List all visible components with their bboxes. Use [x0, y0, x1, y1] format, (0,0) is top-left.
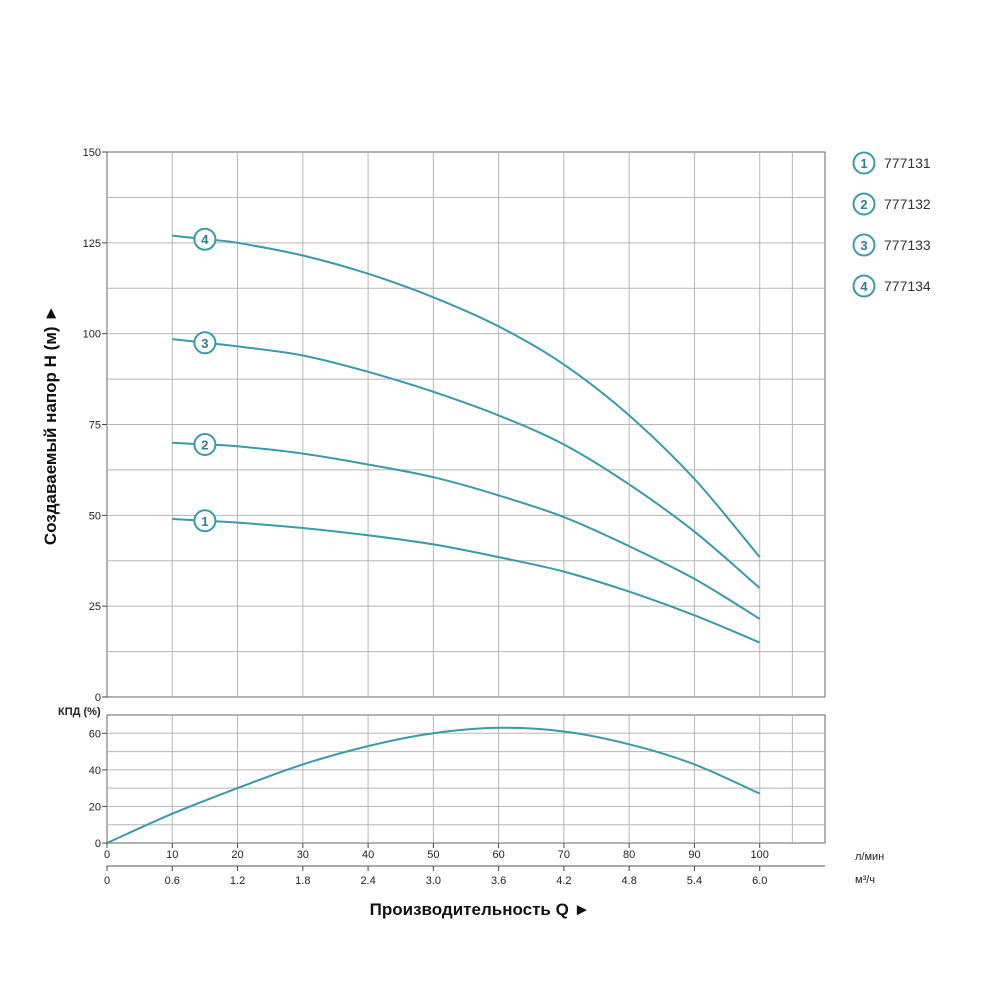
x-tick-label-m3h: 1.2: [230, 875, 245, 887]
efficiency-plot: 0 20 40 60: [89, 714, 826, 850]
x-tick-label-m3h: 0: [104, 875, 110, 887]
x-tick-label-m3h: 1.8: [295, 875, 310, 887]
x-tick-label-lpm: 20: [231, 849, 243, 861]
curve-marker-label-4: 4: [201, 232, 209, 247]
legend-label-777132: 777132: [884, 196, 931, 212]
legend-marker-3: [852, 233, 876, 257]
head-y-tick-label: 0: [95, 692, 101, 704]
curve-marker-4: [193, 227, 217, 251]
curve-marker-label-1: 1: [201, 514, 208, 529]
legend-label-777131: 777131: [884, 155, 931, 171]
head-plot: 0 25 50 75 100 125 150 1 2 3 4: [83, 147, 826, 704]
x-tick-label-lpm: 30: [297, 849, 309, 861]
x-tick-label-m3h: 6.0: [752, 875, 767, 887]
eff-y-tick-label: 0: [95, 838, 101, 850]
curve-marker-1: [193, 509, 217, 533]
head-y-tick-label: 125: [83, 238, 101, 250]
x-tick-label-lpm: 10: [166, 849, 178, 861]
x-tick-label-lpm: 60: [493, 849, 505, 861]
x-axis-title: Производительность Q ►: [370, 900, 591, 919]
x-unit-lpm: л/мин: [855, 851, 884, 863]
legend-marker-label: 4: [860, 279, 868, 294]
efficiency-plot-frame: [106, 714, 826, 844]
x-tick-label-m3h: 2.4: [360, 875, 375, 887]
legend: 1 777131 2 777132 3 777133 4 777134: [852, 151, 931, 298]
x-tick-label-lpm: 100: [751, 849, 769, 861]
x-tick-label-lpm: 90: [688, 849, 700, 861]
head-y-tick-label: 150: [83, 147, 101, 159]
efficiency-axis-title: КПД (%): [58, 706, 101, 718]
legend-marker-label: 3: [860, 238, 867, 253]
legend-marker-label: 1: [860, 156, 867, 171]
head-y-tick-label: 100: [83, 329, 101, 341]
x-tick-label-m3h: 4.2: [556, 875, 571, 887]
eff-y-tick-label: 60: [89, 728, 101, 740]
eff-y-tick-label: 40: [89, 765, 101, 777]
x-tick-label-lpm: 80: [623, 849, 635, 861]
eff-y-tick-label: 20: [89, 801, 101, 813]
bottom-axis: 0 10 20 30 40 50 60 70 80 90 100 0 0.6 1.2 1.8 2.4 3.0 3.…: [104, 843, 825, 887]
curve-marker-label-2: 2: [201, 437, 208, 452]
legend-marker-2: [852, 192, 876, 216]
efficiency-curve: [106, 726, 761, 844]
x-tick-label-m3h: 5.4: [687, 875, 702, 887]
legend-marker-4: [852, 274, 876, 298]
legend-label-777133: 777133: [884, 237, 931, 253]
x-tick-label-m3h: 3.6: [491, 875, 506, 887]
head-y-tick-label: 50: [89, 510, 101, 522]
curve-marker-label-3: 3: [201, 336, 208, 351]
x-tick-label-m3h: 0.6: [165, 875, 180, 887]
y-axis-title: Создаваемый напор H (м) ►: [41, 305, 60, 545]
legend-marker-label: 2: [860, 197, 867, 212]
legend-marker-1: [852, 151, 876, 175]
x-tick-label-lpm: 40: [362, 849, 374, 861]
x-tick-label-m3h: 4.8: [622, 875, 637, 887]
head-y-tick-label: 25: [89, 601, 101, 613]
head-curve-777132: [172, 441, 761, 620]
x-tick-label-lpm: 50: [427, 849, 439, 861]
curve-marker-3: [193, 331, 217, 355]
x-tick-label-m3h: 3.0: [426, 875, 441, 887]
curve-marker-2: [193, 432, 217, 456]
x-tick-label-lpm: 70: [558, 849, 570, 861]
head-y-tick-label: 75: [89, 420, 101, 432]
x-tick-label-lpm: 0: [104, 849, 110, 861]
head-curve-777133: [172, 338, 761, 589]
legend-label-777134: 777134: [884, 278, 931, 294]
head-curve-777134: [172, 234, 761, 558]
head-curve-777131: [172, 518, 761, 644]
x-unit-m3h: м³/ч: [855, 874, 875, 886]
